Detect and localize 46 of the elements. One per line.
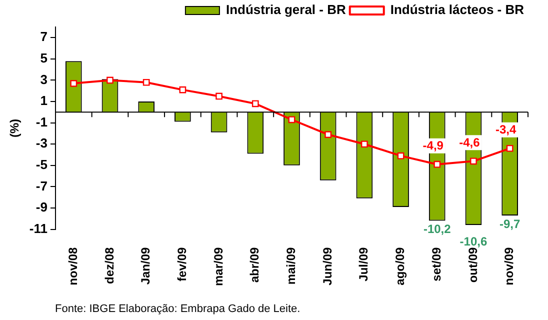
point bbox=[324, 131, 332, 138]
point bbox=[470, 158, 477, 165]
y-tick-label: -3 bbox=[36, 136, 48, 151]
source-note: Fonte: IBGE Elaboração: Embrapa Gado de Leite. bbox=[55, 303, 300, 315]
y-tick-label: -5 bbox=[36, 156, 48, 172]
point bbox=[288, 116, 296, 124]
data-label: -3,4 bbox=[495, 122, 516, 137]
point bbox=[361, 140, 368, 148]
y-tick-label: 3 bbox=[40, 72, 48, 87]
x-tick-label: nov/08 bbox=[66, 246, 80, 286]
point bbox=[434, 160, 441, 168]
x-tick-label: mai/09 bbox=[284, 246, 298, 285]
x-tick-label: ago/09 bbox=[393, 246, 408, 286]
point bbox=[70, 80, 78, 87]
x-tick-label: out/09 bbox=[466, 246, 480, 283]
y-tick-label: 1 bbox=[40, 93, 48, 108]
point bbox=[252, 100, 259, 108]
point bbox=[142, 78, 150, 86]
y-axis-title: (%) bbox=[8, 118, 22, 138]
data-label: -9,7 bbox=[499, 216, 520, 231]
point bbox=[397, 152, 404, 160]
point bbox=[106, 76, 114, 84]
data-label: -4,6 bbox=[459, 135, 480, 150]
y-tick-label: -11 bbox=[29, 220, 48, 236]
data-label: -4,9 bbox=[422, 138, 444, 153]
legend-label: Indústria geral - BR bbox=[226, 2, 346, 18]
x-tick-label: dez/08 bbox=[102, 246, 116, 284]
x-tick-label: abr/09 bbox=[248, 246, 262, 283]
data-label: -10,2 bbox=[423, 222, 452, 236]
x-tick-label: Jul/09 bbox=[356, 246, 371, 282]
point bbox=[179, 86, 186, 94]
point bbox=[506, 144, 514, 152]
x-tick-label: set/09 bbox=[429, 246, 444, 282]
y-tick-label: -1 bbox=[36, 114, 48, 130]
point bbox=[216, 92, 222, 100]
y-tick-label: -7 bbox=[36, 178, 48, 194]
y-tick-label: 7 bbox=[40, 29, 48, 44]
x-tick-label: nov/09 bbox=[502, 246, 516, 286]
x-tick-label: mar/09 bbox=[211, 246, 226, 286]
y-tick-label: -9 bbox=[36, 200, 48, 215]
x-tick-label: Jan/09 bbox=[138, 246, 153, 285]
data-label: -10,6 bbox=[460, 234, 488, 248]
y-tick-label: 5 bbox=[40, 50, 48, 66]
x-tick-label: Jun/09 bbox=[320, 246, 334, 286]
legend-label: Indústria lácteos - BR bbox=[390, 2, 525, 18]
x-tick-label: fev/09 bbox=[175, 246, 190, 282]
